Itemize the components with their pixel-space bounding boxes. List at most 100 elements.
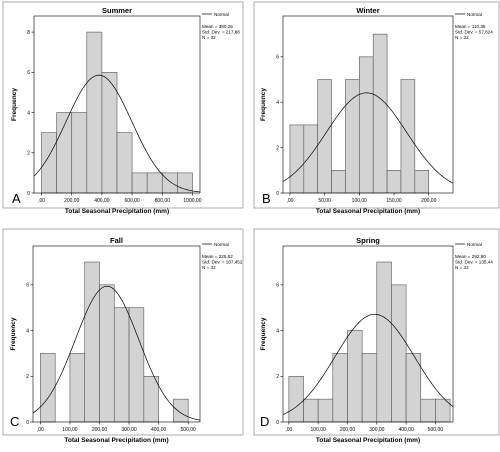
plot-frame [282,15,454,194]
y-tick-label: 6 [276,283,279,289]
histogram-bar [359,56,374,194]
chart-title: Winter [356,6,379,15]
y-axis-label: Frequency [10,317,17,350]
normal-curve [282,92,454,184]
chart-panel-spring: Spring 0 2 4 6 ,00 100,00 200,00 300,00 400,00 500… [253,228,500,444]
histogram-bar [146,172,163,194]
histogram-bar [116,132,133,194]
histogram-bar [56,112,73,194]
x-tick-label: 600,00 [124,198,140,204]
y-tick-label: 4 [276,100,279,106]
x-tick-label: 400,00 [398,427,414,433]
chart-title: Spring [356,236,380,245]
x-tick-label: 200,00 [92,427,108,433]
histogram-bar [289,124,305,194]
histogram-bar [71,112,88,194]
histogram-bar [113,307,130,423]
histogram-bar [41,132,57,194]
x-axis-label: Total Seasonal Precipitation (mm) [64,437,168,444]
histogram-bar [40,353,56,423]
stats-text: N = 32 [202,35,216,40]
panel-label: C [10,414,19,429]
histogram-bar [331,170,346,194]
plot-frame [282,245,454,423]
histogram-bar [361,353,378,423]
histogram-bar [101,72,118,194]
histogram-bar [332,353,348,423]
x-tick-label: 500,00 [181,427,197,433]
stats-text: N = 32 [455,265,469,270]
stats-text: N = 32 [202,265,216,270]
y-tick-label: 4 [27,110,30,116]
histogram-bar [386,170,402,194]
histogram-bar [288,375,304,423]
histogram-bar [391,284,407,423]
plot-frame [33,15,201,194]
y-tick-label: 0 [27,191,30,197]
panel-frame [253,228,500,436]
x-tick-label: ,00 [286,198,293,204]
panel-frame [2,1,244,209]
histogram-bar [161,172,178,194]
stats-text: Std. Dev. = 217,88 [202,30,240,35]
x-tick-label: 200,00 [340,427,356,433]
x-tick-label: ,00 [285,427,292,433]
histogram-bar [317,398,334,423]
y-tick-label: 2 [27,151,30,157]
stats-text: Mean = 292,90 [455,254,486,259]
x-tick-label: 200,00 [421,198,437,204]
x-tick-label: ,00 [38,198,45,204]
stats-text: Std. Dev. = 135,44 [455,260,493,265]
x-tick-label: 50,00 [318,198,331,204]
histogram-bar [317,79,332,194]
panel-frame [253,1,500,209]
y-tick-label: 0 [276,191,279,197]
x-tick-label: 400,00 [94,198,110,204]
normal-curve [282,313,454,415]
y-tick-label: 0 [276,420,279,426]
histogram-bar [303,124,318,194]
panel-label: D [260,414,269,429]
histogram-bar [372,33,388,194]
histogram-bar [303,398,319,423]
y-tick-label: 8 [27,30,30,36]
legend-label: Normal [467,242,482,247]
x-tick-label: 150,00 [386,198,402,204]
plot-frame [32,245,201,423]
histogram-bar [69,353,86,423]
x-tick-label: 100,00 [62,427,78,433]
histogram-bar [143,375,159,423]
y-axis-label: Frequency [260,317,267,350]
histogram-bar [420,398,436,423]
histogram-bar [400,79,416,194]
x-axis-label: Total Seasonal Precipitation (mm) [65,208,169,215]
normal-curve [32,285,201,421]
x-tick-label: 400,00 [151,427,167,433]
y-tick-label: 4 [276,328,279,334]
y-tick-label: 2 [276,374,279,380]
histogram-bar [177,172,193,194]
panel-frame [2,228,244,436]
panel-label: B [262,191,271,206]
y-tick-label: 6 [26,283,29,289]
y-tick-label: 6 [27,70,30,76]
histogram-bar [414,170,430,194]
x-tick-label: 100,00 [311,427,327,433]
x-tick-label: ,00 [37,427,44,433]
stats-text: Std. Dev. = 57,824 [455,30,493,35]
legend-label: Normal [214,242,229,247]
histogram-bar [376,261,392,423]
y-tick-label: 6 [276,55,279,61]
stats-text: Mean = 380,25 [202,24,233,29]
x-tick-label: 300,00 [369,427,385,433]
chart-panel-summer: Summer 0 2 4 6 8 ,00 200,00 400,00 600,00 800,00 10… [2,1,244,215]
chart-panel-fall: Fall 0 2 4 6 ,00 100,00 200,00 300,00 400,00 500,0… [2,228,244,444]
x-tick-label: 500,00 [428,427,444,433]
legend-label: Normal [214,12,229,17]
legend-label: Normal [467,12,482,17]
normal-curve [33,74,201,193]
chart-title: Fall [110,236,123,245]
stats-text: Mean = 110,35 [455,24,486,29]
y-tick-label: 0 [26,420,29,426]
